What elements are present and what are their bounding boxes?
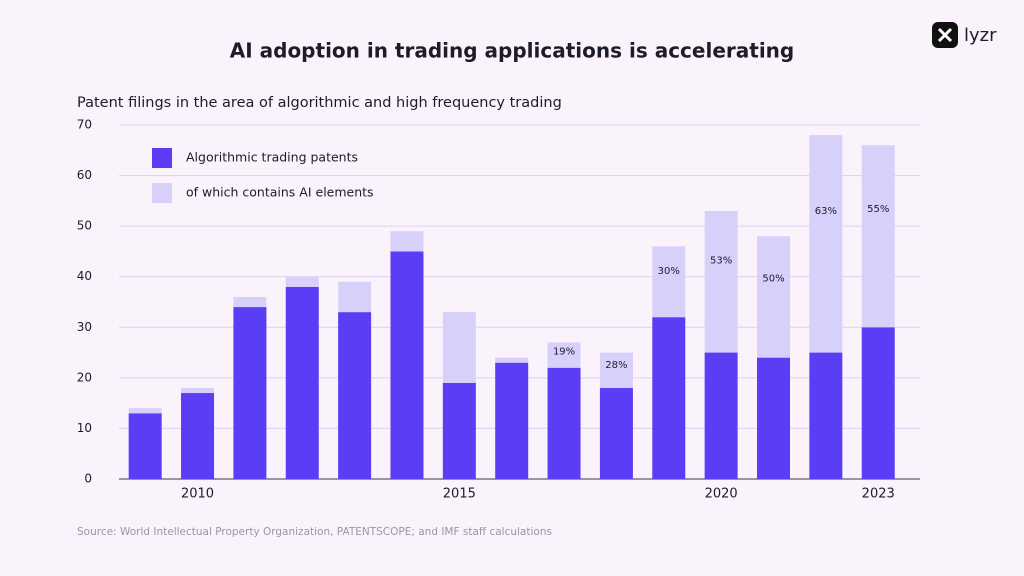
share-label: 30% [658,266,680,277]
x-tick-label: 2010 [181,487,214,502]
y-tick-label: 50 [77,219,92,233]
bar-segment [861,327,895,479]
bar-segment [809,352,843,479]
bar-segment [233,307,267,479]
y-tick-label: 10 [77,421,92,435]
x-tick-label: 2020 [705,487,738,502]
bar-segment [128,408,162,414]
bar-segment [704,210,738,353]
legend-label: Algorithmic trading patents [186,150,358,165]
bar-segment [599,352,633,388]
bar-segment [128,413,162,479]
bar-segment [757,236,790,358]
share-label: 50% [762,274,784,285]
x-tick-label: 2015 [443,487,476,502]
bar-segment [809,135,843,353]
bar-segment [181,387,215,394]
y-tick-label: 60 [77,168,92,182]
bar-segment [390,231,424,252]
brand: lyzr [964,25,997,46]
bar-segment [338,281,372,313]
bar-segment [442,382,476,479]
x-tick-label: 2023 [862,487,895,502]
bar-segment [390,251,424,479]
share-label: 53% [710,256,732,267]
bar-segment [652,246,686,318]
chart-title: AI adoption in trading applications is a… [230,39,794,63]
legend-swatch [152,183,172,203]
share-label: 55% [867,204,889,215]
y-tick-label: 30 [77,320,92,334]
bar-segment [652,317,686,479]
bar-segment [442,312,476,383]
bar-segment [861,145,895,328]
logo-mark [937,27,953,43]
bar-segment [495,357,529,363]
bar-segment [547,367,581,479]
bar-segment [181,393,215,479]
share-label: 63% [815,206,837,217]
bar-segment [285,276,319,287]
bar-segment [495,362,529,479]
legend-swatch [152,148,172,168]
y-tick-label: 40 [77,269,92,283]
y-tick-label: 20 [77,370,92,384]
bar-segment [285,286,319,479]
bar-segment [599,387,633,479]
y-tick-label: 70 [77,118,92,132]
share-label: 28% [605,360,627,371]
bar-segment [338,312,372,479]
chart-subtitle: Patent filings in the area of algorithmi… [77,95,562,111]
bar-segment [757,357,790,479]
bar-segment [233,296,267,308]
bar-segment [547,342,581,368]
y-tick-label: 0 [84,472,92,486]
legend-label: of which contains AI elements [186,185,374,200]
source-note: Source: World Intellectual Property Orga… [77,526,552,538]
share-label: 19% [553,346,575,357]
bar-segment [704,352,738,479]
